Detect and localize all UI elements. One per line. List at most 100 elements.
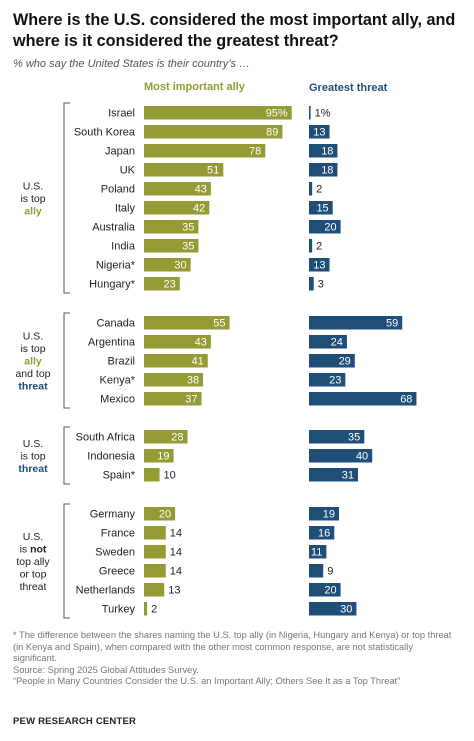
legend-threat: Greatest threat bbox=[309, 82, 388, 94]
ally-bar bbox=[144, 468, 160, 482]
threat-value-label: 3 bbox=[318, 279, 324, 291]
threat-value-label: 18 bbox=[321, 165, 333, 177]
threat-bar bbox=[309, 602, 357, 616]
ally-bar bbox=[144, 373, 204, 387]
threat-value-label: 18 bbox=[321, 146, 333, 158]
group-label-line: is top bbox=[20, 451, 45, 463]
ally-value-label: 14 bbox=[170, 547, 182, 559]
group-bracket bbox=[63, 426, 70, 485]
ally-value-label: 23 bbox=[164, 279, 176, 291]
country-label: Greece bbox=[99, 566, 135, 578]
ally-bar bbox=[144, 220, 199, 234]
country-label: Turkey bbox=[102, 604, 136, 616]
threat-value-label: 2 bbox=[316, 241, 322, 253]
country-label: UK bbox=[120, 165, 136, 177]
ally-bar bbox=[144, 144, 266, 158]
threat-bar bbox=[309, 258, 330, 272]
group-bracket bbox=[63, 312, 70, 409]
ally-bar bbox=[144, 526, 166, 540]
threat-value-label: 13 bbox=[313, 260, 325, 272]
threat-bar bbox=[309, 335, 347, 349]
ally-value-label: 28 bbox=[171, 432, 183, 444]
threat-value-label: 35 bbox=[348, 432, 360, 444]
ally-bar bbox=[144, 258, 191, 272]
ally-value-label: 13 bbox=[168, 585, 180, 597]
threat-bar bbox=[309, 239, 313, 253]
threat-bar bbox=[309, 392, 417, 406]
ally-bar bbox=[144, 163, 224, 177]
threat-value-label: 19 bbox=[323, 509, 335, 521]
ally-value-label: 20 bbox=[159, 509, 171, 521]
ally-bar bbox=[144, 239, 199, 253]
group-label-line: threat bbox=[18, 380, 48, 392]
ally-value-label: 38 bbox=[187, 375, 199, 387]
ally-value-label: 14 bbox=[170, 566, 182, 578]
source-note: Source: Spring 2025 Global Attitudes Sur… bbox=[13, 664, 199, 675]
ally-value-label: 37 bbox=[185, 394, 197, 406]
threat-bar bbox=[309, 526, 335, 540]
ally-value-label: 95% bbox=[266, 108, 288, 120]
ally-value-label: 89 bbox=[266, 127, 278, 139]
ally-bar bbox=[144, 277, 180, 291]
ally-value-label: 35 bbox=[182, 241, 194, 253]
threat-bar bbox=[309, 182, 313, 196]
country-label: Spain* bbox=[103, 470, 136, 482]
legend-ally: Most important ally bbox=[144, 81, 246, 93]
group-bracket bbox=[63, 503, 70, 619]
group-label-line: ally bbox=[24, 205, 42, 217]
ally-value-label: 14 bbox=[170, 528, 182, 540]
ally-value-label: 51 bbox=[207, 165, 219, 177]
threat-value-label: 9 bbox=[327, 566, 333, 578]
ally-bar bbox=[144, 564, 166, 578]
group-label-line: U.S. bbox=[23, 181, 43, 193]
ally-bar bbox=[144, 335, 211, 349]
ally-bar bbox=[144, 449, 174, 463]
threat-value-label: 13 bbox=[313, 127, 325, 139]
threat-value-label: 20 bbox=[324, 585, 336, 597]
threat-bar bbox=[309, 583, 341, 597]
threat-bar bbox=[309, 144, 338, 158]
ally-value-label: 35 bbox=[182, 222, 194, 234]
ally-bar bbox=[144, 201, 210, 215]
ally-value-label: 43 bbox=[195, 184, 207, 196]
group-label-line: U.S. bbox=[23, 331, 43, 343]
source-logo-text: PEW RESEARCH CENTER bbox=[13, 716, 137, 727]
ally-value-label: 19 bbox=[157, 451, 169, 463]
threat-bar bbox=[309, 316, 403, 330]
country-label: Italy bbox=[115, 203, 136, 215]
group-label-line: threat bbox=[20, 581, 47, 593]
group-label-line: ally bbox=[24, 356, 42, 368]
country-label: Germany bbox=[90, 509, 136, 521]
threat-bar bbox=[309, 507, 340, 521]
chart-notes: * The difference between the shares nami… bbox=[13, 630, 453, 688]
ally-value-label: 2 bbox=[151, 604, 157, 616]
threat-bar bbox=[309, 220, 341, 234]
ally-value-label: 78 bbox=[249, 146, 261, 158]
ally-value-label: 43 bbox=[195, 337, 207, 349]
country-label: Hungary* bbox=[89, 279, 136, 291]
group-label-line: and top bbox=[15, 368, 50, 380]
threat-bar bbox=[309, 468, 358, 482]
ally-bar bbox=[144, 583, 165, 597]
threat-value-label: 40 bbox=[356, 451, 368, 463]
ally-bar bbox=[144, 392, 202, 406]
threat-value-label: 30 bbox=[340, 604, 352, 616]
country-label: Kenya* bbox=[100, 375, 136, 387]
ally-value-label: 55 bbox=[213, 318, 225, 330]
threat-value-label: 20 bbox=[324, 222, 336, 234]
threat-bar bbox=[309, 564, 324, 578]
group-label-line: is top bbox=[20, 343, 45, 355]
threat-bar bbox=[309, 201, 333, 215]
threat-value-label: 11 bbox=[311, 547, 322, 559]
group-label-line: is top bbox=[20, 193, 45, 205]
ally-bar bbox=[144, 545, 166, 559]
threat-value-label: 29 bbox=[339, 356, 351, 368]
threat-bar bbox=[309, 163, 338, 177]
threat-value-label: 16 bbox=[318, 528, 330, 540]
threat-value-label: 31 bbox=[342, 470, 354, 482]
country-label: Australia bbox=[92, 222, 136, 234]
ally-bar bbox=[144, 125, 283, 139]
threat-bar bbox=[309, 373, 346, 387]
ally-bar bbox=[144, 602, 148, 616]
ally-value-label: 42 bbox=[193, 203, 205, 215]
